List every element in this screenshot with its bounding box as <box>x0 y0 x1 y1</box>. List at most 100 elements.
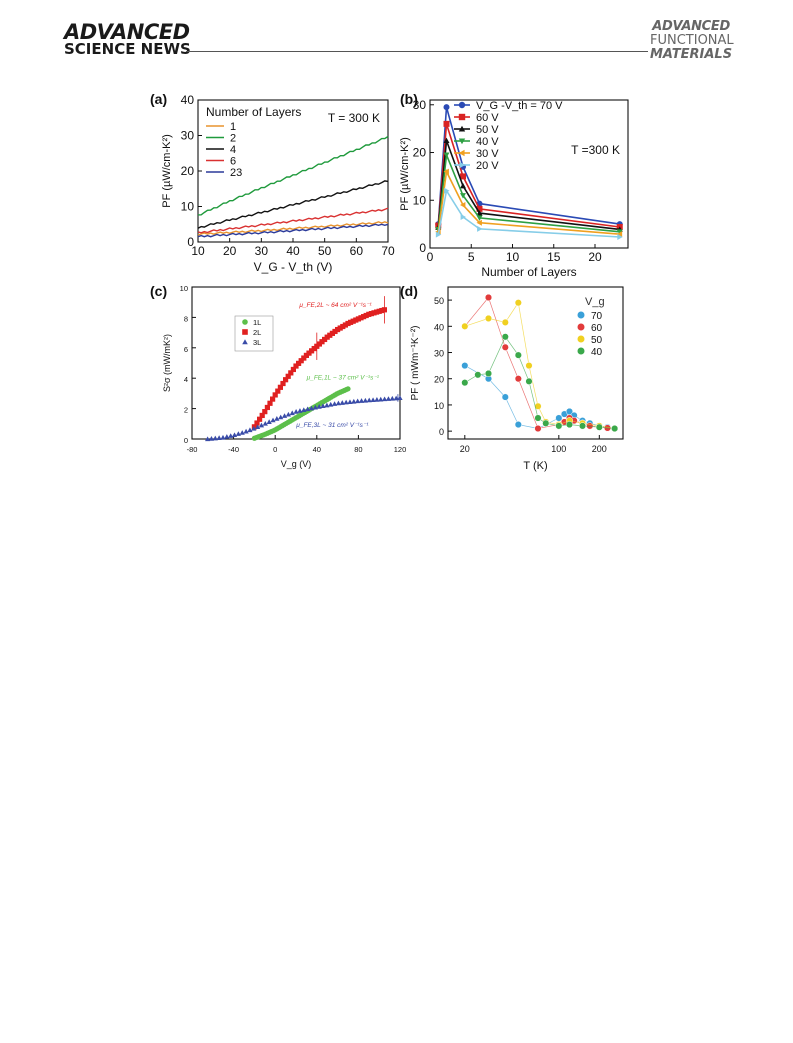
data-point-c-2L <box>366 311 372 317</box>
data-point-d-40 <box>514 351 522 359</box>
y-tick-label: 4 <box>184 375 188 384</box>
legend-box-c <box>234 315 274 352</box>
data-point-c-2L <box>345 320 351 327</box>
legend-title-d: V_g <box>585 296 605 308</box>
x-tick-label: 15 <box>547 250 561 264</box>
y-tick-label: 30 <box>413 98 427 112</box>
data-point-c-3L <box>362 397 368 403</box>
data-point-c-2L <box>371 310 377 316</box>
data-point-c-3L <box>212 435 218 441</box>
data-point-c-3L <box>270 417 276 423</box>
panel-label-c: (c) <box>150 283 167 299</box>
panel-label-a: (a) <box>150 91 167 107</box>
data-point-c-3L <box>262 420 268 426</box>
y-tick-label: 40 <box>181 93 195 107</box>
data-point-b-1 <box>443 120 450 127</box>
data-point-c-3L <box>328 401 334 407</box>
legend-marker-d-50 <box>577 335 585 343</box>
data-point-c-2L <box>298 358 304 364</box>
data-point-d-70 <box>555 414 563 422</box>
data-point-c-3L <box>235 431 241 436</box>
data-point-b-5 <box>477 225 483 232</box>
chart-panel-c: -80 -40 0 40 80 120 0 2 4 6 8 10 (c) V_g (V) S²σ (mW/m… <box>150 283 406 469</box>
data-point-d-40 <box>461 379 469 387</box>
data-point-c-3L <box>320 403 326 409</box>
data-point-d-40 <box>484 369 493 378</box>
data-point-c-2L <box>270 396 276 402</box>
data-point-d-60 <box>534 424 542 433</box>
x-tick-label: -40 <box>228 445 239 454</box>
data-point-b-2 <box>443 137 450 143</box>
data-point-c-2L <box>251 424 257 430</box>
data-point-c-3L <box>343 399 349 405</box>
y-tick-label: 10 <box>413 193 427 207</box>
y-tick-label: 30 <box>434 349 444 359</box>
data-point-c-3L <box>205 436 211 442</box>
legend-marker-c-2L <box>242 329 248 335</box>
panel-label-b: (b) <box>400 91 418 107</box>
y-tick-label: 0 <box>419 241 426 255</box>
y-axis-title-c: S²σ (mW/mK²) <box>162 334 172 392</box>
x-tick-label: 40 <box>286 244 300 258</box>
y-tick-label: 10 <box>181 200 195 214</box>
data-point-d-40 <box>542 419 550 427</box>
data-point-c-2L <box>277 384 283 390</box>
data-point-b-2 <box>460 182 466 189</box>
data-point-c-3L <box>239 430 245 435</box>
x-tick-label: 50 <box>318 244 332 258</box>
data-point-d-40 <box>501 333 509 341</box>
legend-label-d-50: 50 <box>591 335 603 346</box>
legend-label-c-1L: 1L <box>253 318 261 327</box>
data-point-c-3L <box>301 407 307 413</box>
data-point-b-4 <box>616 231 623 238</box>
data-point-c-2L <box>379 307 385 314</box>
data-point-b-2 <box>476 210 483 216</box>
legend-marker-b-3 <box>458 138 466 145</box>
x-tick-label: 0 <box>427 250 434 264</box>
y-tick-label: 40 <box>434 322 444 332</box>
data-point-d-40 <box>578 422 587 430</box>
legend-label-b-0: V_G -V_th = 70 V <box>476 100 563 112</box>
legend-marker-b-0 <box>458 101 466 109</box>
data-point-c-2L <box>353 317 359 323</box>
legend-label-c-2L: 2L <box>253 328 261 337</box>
data-point-d-40 <box>555 422 563 430</box>
temperature-annotation-b: T =300 K <box>571 143 620 157</box>
y-tick-label: 0 <box>184 436 188 445</box>
data-point-d-50 <box>514 299 522 307</box>
data-point-c-2L <box>358 315 364 321</box>
data-point-c-2L <box>267 400 273 406</box>
y-tick-label: 6 <box>184 345 188 354</box>
legend-label-b-1: 60 V <box>476 112 499 124</box>
data-point-c-2L <box>332 328 338 335</box>
x-tick-label: 40 <box>313 445 321 454</box>
data-point-b-5 <box>617 234 623 241</box>
data-point-c-2L <box>254 420 260 426</box>
data-point-c-3L <box>370 397 376 403</box>
y-tick-label: 10 <box>180 284 188 293</box>
mobility-annotation-2L: μ_FE,2L ~ 64 cm² V⁻¹s⁻¹ <box>298 302 372 309</box>
data-point-b-3 <box>460 193 466 199</box>
data-point-c-3L <box>228 433 234 438</box>
data-point-c-2L <box>285 373 291 379</box>
data-point-c-2L <box>340 323 346 330</box>
data-point-c-3L <box>297 408 303 413</box>
x-tick-label: 80 <box>354 445 362 454</box>
data-point-d-40 <box>565 421 574 429</box>
data-point-c-3L <box>389 395 395 401</box>
y-tick-label: 0 <box>187 235 194 249</box>
data-point-c-3L <box>385 396 392 401</box>
plot-frame <box>447 286 624 440</box>
data-point-b-3 <box>476 215 483 221</box>
y-tick-label: 20 <box>181 164 195 178</box>
data-point-b-4 <box>443 168 449 175</box>
x-tick-label: 70 <box>381 244 395 258</box>
data-point-b-4 <box>460 202 466 209</box>
data-point-c-2L <box>293 363 299 369</box>
legend-label-b-5: 20 V <box>476 160 499 172</box>
data-point-c-2L <box>283 377 289 383</box>
data-point-b-1 <box>460 173 466 180</box>
series-line-2 <box>197 135 389 216</box>
